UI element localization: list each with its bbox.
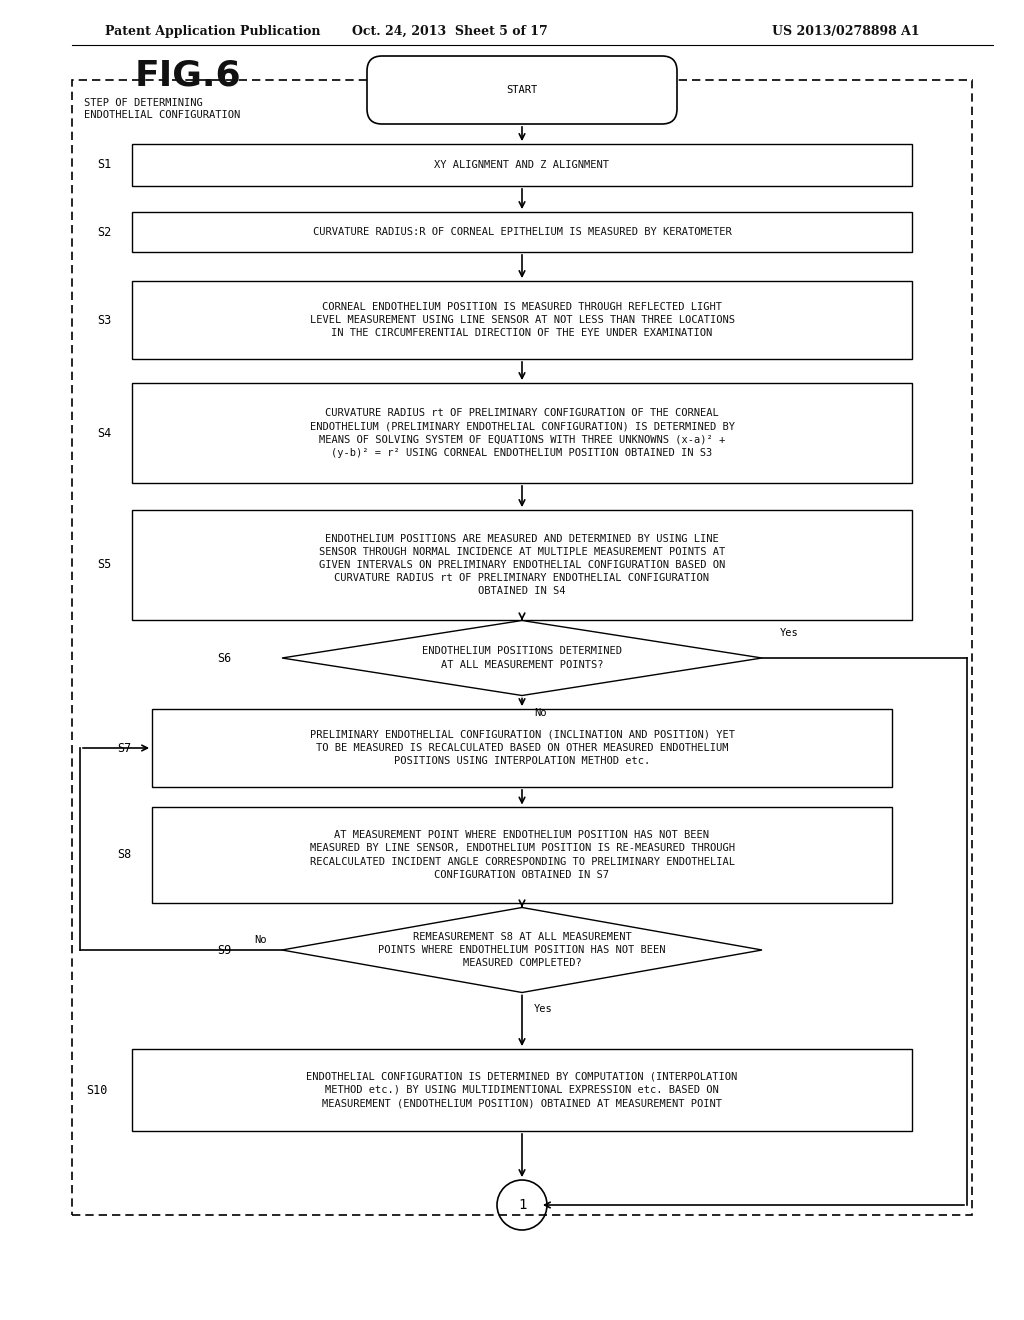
Text: S6: S6 bbox=[217, 652, 231, 664]
Text: AT MEASUREMENT POINT WHERE ENDOTHELIUM POSITION HAS NOT BEEN
MEASURED BY LINE SE: AT MEASUREMENT POINT WHERE ENDOTHELIUM P… bbox=[309, 830, 734, 880]
Text: Yes: Yes bbox=[534, 1005, 553, 1015]
Text: ENDOTHELIUM POSITIONS DETERMINED
AT ALL MEASUREMENT POINTS?: ENDOTHELIUM POSITIONS DETERMINED AT ALL … bbox=[422, 647, 622, 669]
Text: S8: S8 bbox=[117, 849, 131, 862]
FancyBboxPatch shape bbox=[132, 144, 912, 186]
Text: FIG.6: FIG.6 bbox=[135, 58, 242, 92]
Text: S7: S7 bbox=[117, 742, 131, 755]
Text: 1: 1 bbox=[518, 1199, 526, 1212]
Text: PRELIMINARY ENDOTHELIAL CONFIGURATION (INCLINATION AND POSITION) YET
TO BE MEASU: PRELIMINARY ENDOTHELIAL CONFIGURATION (I… bbox=[309, 730, 734, 766]
Text: STEP OF DETERMINING
ENDOTHELIAL CONFIGURATION: STEP OF DETERMINING ENDOTHELIAL CONFIGUR… bbox=[84, 98, 241, 120]
Text: S3: S3 bbox=[97, 314, 112, 326]
Text: CURVATURE RADIUS:R OF CORNEAL EPITHELIUM IS MEASURED BY KERATOMETER: CURVATURE RADIUS:R OF CORNEAL EPITHELIUM… bbox=[312, 227, 731, 238]
Text: US 2013/0278898 A1: US 2013/0278898 A1 bbox=[772, 25, 920, 38]
Text: S10: S10 bbox=[86, 1084, 108, 1097]
Text: Yes: Yes bbox=[780, 628, 799, 638]
Text: No: No bbox=[255, 935, 267, 945]
Text: No: No bbox=[534, 708, 547, 718]
FancyBboxPatch shape bbox=[132, 510, 912, 620]
Text: S4: S4 bbox=[97, 426, 112, 440]
Text: CORNEAL ENDOTHELIUM POSITION IS MEASURED THROUGH REFLECTED LIGHT
LEVEL MEASUREME: CORNEAL ENDOTHELIUM POSITION IS MEASURED… bbox=[309, 302, 734, 338]
Polygon shape bbox=[282, 908, 762, 993]
Text: START: START bbox=[507, 84, 538, 95]
FancyBboxPatch shape bbox=[132, 1049, 912, 1131]
Text: XY ALIGNMENT AND Z ALIGNMENT: XY ALIGNMENT AND Z ALIGNMENT bbox=[434, 160, 609, 170]
FancyBboxPatch shape bbox=[132, 383, 912, 483]
FancyBboxPatch shape bbox=[132, 281, 912, 359]
Text: Patent Application Publication: Patent Application Publication bbox=[105, 25, 321, 38]
Text: ENDOTHELIAL CONFIGURATION IS DETERMINED BY COMPUTATION (INTERPOLATION
METHOD etc: ENDOTHELIAL CONFIGURATION IS DETERMINED … bbox=[306, 1072, 737, 1109]
Text: ENDOTHELIUM POSITIONS ARE MEASURED AND DETERMINED BY USING LINE
SENSOR THROUGH N: ENDOTHELIUM POSITIONS ARE MEASURED AND D… bbox=[318, 533, 725, 597]
Polygon shape bbox=[282, 620, 762, 696]
FancyBboxPatch shape bbox=[152, 709, 892, 787]
Text: S1: S1 bbox=[97, 158, 112, 172]
Text: S5: S5 bbox=[97, 558, 112, 572]
FancyBboxPatch shape bbox=[367, 55, 677, 124]
FancyBboxPatch shape bbox=[152, 808, 892, 903]
Text: S9: S9 bbox=[217, 944, 231, 957]
FancyBboxPatch shape bbox=[132, 213, 912, 252]
Text: REMEASUREMENT S8 AT ALL MEASUREMENT
POINTS WHERE ENDOTHELIUM POSITION HAS NOT BE: REMEASUREMENT S8 AT ALL MEASUREMENT POIN… bbox=[378, 932, 666, 968]
Text: Oct. 24, 2013  Sheet 5 of 17: Oct. 24, 2013 Sheet 5 of 17 bbox=[352, 25, 548, 38]
Text: CURVATURE RADIUS rt OF PRELIMINARY CONFIGURATION OF THE CORNEAL
ENDOTHELIUM (PRE: CURVATURE RADIUS rt OF PRELIMINARY CONFI… bbox=[309, 408, 734, 458]
Text: S2: S2 bbox=[97, 226, 112, 239]
